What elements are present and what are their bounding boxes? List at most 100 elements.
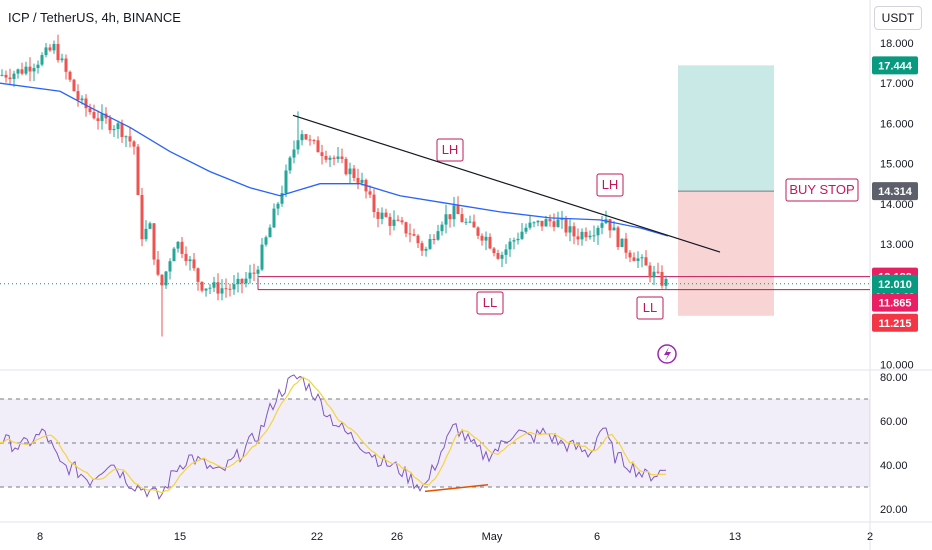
candle-body	[36, 64, 40, 69]
candle-body	[204, 288, 208, 291]
candle-body	[188, 259, 192, 262]
candle-body	[260, 244, 264, 270]
lightning-icon	[657, 344, 677, 364]
candle-body	[180, 241, 184, 254]
price-tick-label: 10.000	[880, 360, 914, 372]
candle-body	[656, 271, 660, 273]
currency-selector[interactable]: USDT	[874, 6, 922, 30]
price-axis-label-text: 17.444	[878, 60, 913, 72]
candle-body	[276, 203, 280, 209]
candle-body	[144, 228, 148, 240]
candle-body	[84, 98, 88, 109]
rsi-tick-label: 60.00	[880, 416, 908, 428]
price-tick-label: 15.000	[880, 159, 914, 171]
rsi-moving-average	[0, 376, 667, 494]
candle-body	[176, 241, 180, 249]
candle-body	[312, 140, 316, 142]
candle-body	[196, 268, 200, 282]
candle-body	[472, 221, 476, 228]
price-tick-label: 18.000	[880, 38, 914, 50]
candle-body	[576, 236, 580, 240]
candle-body	[528, 222, 532, 228]
candle-body	[388, 216, 392, 226]
candle-body	[368, 191, 372, 195]
candle-body	[560, 218, 564, 220]
candle-body	[612, 227, 616, 231]
candle-body	[324, 155, 328, 160]
candle-body	[552, 221, 556, 227]
candle-body	[76, 91, 80, 101]
candle-body	[508, 241, 512, 250]
candle-body	[524, 227, 528, 232]
candle-body	[564, 218, 568, 233]
candle-body	[64, 58, 68, 72]
rsi-tick-label: 80.00	[880, 372, 908, 384]
candle-body	[432, 239, 436, 241]
time-tick-label: 13	[729, 531, 741, 543]
candle-body	[160, 274, 164, 286]
candle-body	[344, 158, 348, 175]
candle-body	[216, 282, 220, 294]
candle-body	[648, 265, 652, 278]
time-tick-label: 22	[311, 531, 323, 543]
candle-body	[92, 112, 96, 119]
candle-body	[220, 288, 224, 294]
annotation-box	[636, 296, 664, 320]
candle-body	[544, 219, 548, 227]
annotation-label: BUY STOP	[789, 182, 854, 197]
candle-body	[592, 235, 596, 237]
candle-body	[120, 123, 124, 138]
candle-body	[348, 168, 352, 175]
candle-body	[556, 219, 560, 227]
candle-body	[156, 259, 160, 275]
candle-body	[52, 43, 56, 51]
price-axis-label-text: 11.865	[878, 298, 911, 310]
candle-body	[532, 222, 536, 224]
candle-body	[424, 248, 428, 251]
candle-body	[56, 43, 60, 61]
candle-body	[584, 231, 588, 238]
candle-body	[304, 134, 308, 140]
candle-body	[28, 66, 32, 72]
candle-body	[572, 226, 576, 237]
candle-body	[664, 279, 668, 286]
candle-body	[208, 287, 212, 289]
candle-body	[624, 238, 628, 253]
price-tick-label: 13.000	[880, 239, 914, 251]
candle-body	[540, 220, 544, 227]
candle-body	[448, 214, 452, 220]
candle-body	[396, 219, 400, 221]
lightning-bolt-icon	[664, 347, 671, 361]
candle-body	[340, 156, 344, 159]
time-tick-label: 8	[37, 531, 43, 543]
candle-body	[264, 237, 268, 245]
candle-body	[644, 257, 648, 266]
candle-body	[44, 47, 48, 56]
candle-body	[192, 259, 196, 269]
time-tick-label: 6	[594, 531, 600, 543]
price-axis-label	[872, 313, 918, 332]
candle-body	[616, 227, 620, 248]
candle-body	[496, 253, 500, 259]
stop-zone	[678, 191, 774, 316]
candle-body	[24, 66, 28, 74]
time-tick-label: May	[482, 531, 503, 543]
candle-body	[96, 118, 100, 122]
annotation-box	[596, 173, 624, 197]
candle-body	[444, 214, 448, 225]
candle-body	[376, 212, 380, 219]
bullish-divergence-line	[424, 484, 489, 493]
candle-body	[124, 136, 128, 138]
candle-body	[356, 178, 360, 183]
candle-body	[16, 69, 20, 74]
candle-body	[252, 272, 256, 274]
time-tick-label: 26	[391, 531, 403, 543]
candle-body	[504, 249, 508, 255]
candle-body	[588, 235, 592, 238]
rsi-tick-label: 20.00	[880, 504, 908, 516]
annotation-label: LL	[483, 295, 497, 310]
candle-body	[320, 152, 324, 156]
rsi-tick-label: 40.00	[880, 460, 908, 472]
candle-body	[384, 212, 388, 217]
